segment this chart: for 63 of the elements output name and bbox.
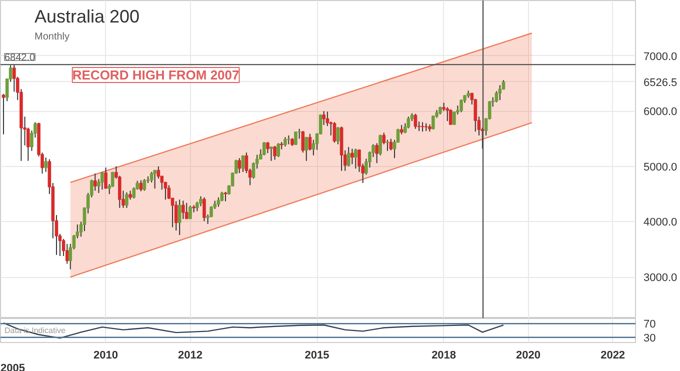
y-tick-label: 6000.0 [644, 106, 678, 118]
x-tick-label: 2010 [94, 350, 118, 362]
candlestick [202, 196, 206, 222]
y-tick-label: 70 [644, 318, 656, 331]
candlestick [273, 145, 276, 160]
candlestick [44, 157, 48, 172]
candlestick [276, 142, 280, 158]
y-tick-label: 7000.0 [644, 50, 678, 63]
x-tick-label: 2020 [516, 350, 541, 362]
candlestick [174, 200, 178, 232]
candlestick [400, 124, 404, 135]
candlestick [304, 136, 308, 162]
candlestick [446, 106, 450, 122]
candlestick [153, 170, 156, 190]
y-tick-label: 6526.5 [644, 76, 678, 89]
candlestick [448, 108, 452, 126]
candlestick [142, 178, 146, 192]
y-tick-label: 30 [644, 332, 656, 344]
candlestick [178, 199, 182, 236]
candlestick [389, 138, 393, 151]
candlestick [350, 148, 354, 165]
candlestick [241, 154, 245, 172]
candlestick [354, 148, 358, 170]
y-tick-label: 3000.0 [644, 272, 678, 284]
candlestick [294, 131, 298, 146]
candlestick [301, 130, 305, 154]
candlestick [139, 180, 143, 192]
candlestick [188, 205, 192, 220]
candlestick [2, 93, 6, 135]
candlestick [199, 196, 202, 207]
annotation: RECORD HIGH FROM 2007 [72, 68, 240, 83]
x-tick-label: 2015 [304, 350, 330, 362]
candlestick [184, 202, 188, 220]
candlestick [420, 122, 424, 132]
y-tick-label: 5000.0 [644, 161, 678, 174]
candlestick [406, 116, 410, 129]
text: Monthly [34, 32, 70, 42]
candlestick [386, 139, 390, 152]
candlestick [498, 84, 502, 101]
candlestick [65, 243, 69, 264]
candlestick [93, 173, 97, 192]
x-tick-label: 2022 [600, 350, 626, 362]
line-series [2, 322, 504, 339]
candlestick [125, 192, 128, 208]
candlestick [332, 122, 336, 144]
candlestick [284, 136, 287, 148]
x-tick-label: 2018 [432, 350, 456, 362]
candlestick [262, 142, 266, 156]
candlestick [375, 142, 378, 164]
candlestick [270, 146, 273, 162]
candlestick [460, 98, 463, 113]
y-tick-label: 4000.0 [644, 216, 678, 229]
candlestick [224, 191, 228, 202]
candlestick [414, 113, 418, 130]
candlestick [100, 171, 104, 190]
candlestick [266, 142, 270, 154]
candlestick [336, 126, 340, 145]
candlestick [346, 146, 350, 167]
candlestick [238, 158, 242, 174]
candlestick [182, 200, 185, 220]
chart-title: Australia 200 [34, 6, 140, 26]
candlestick [322, 110, 326, 126]
x-tick-label: 2012 [178, 350, 202, 362]
